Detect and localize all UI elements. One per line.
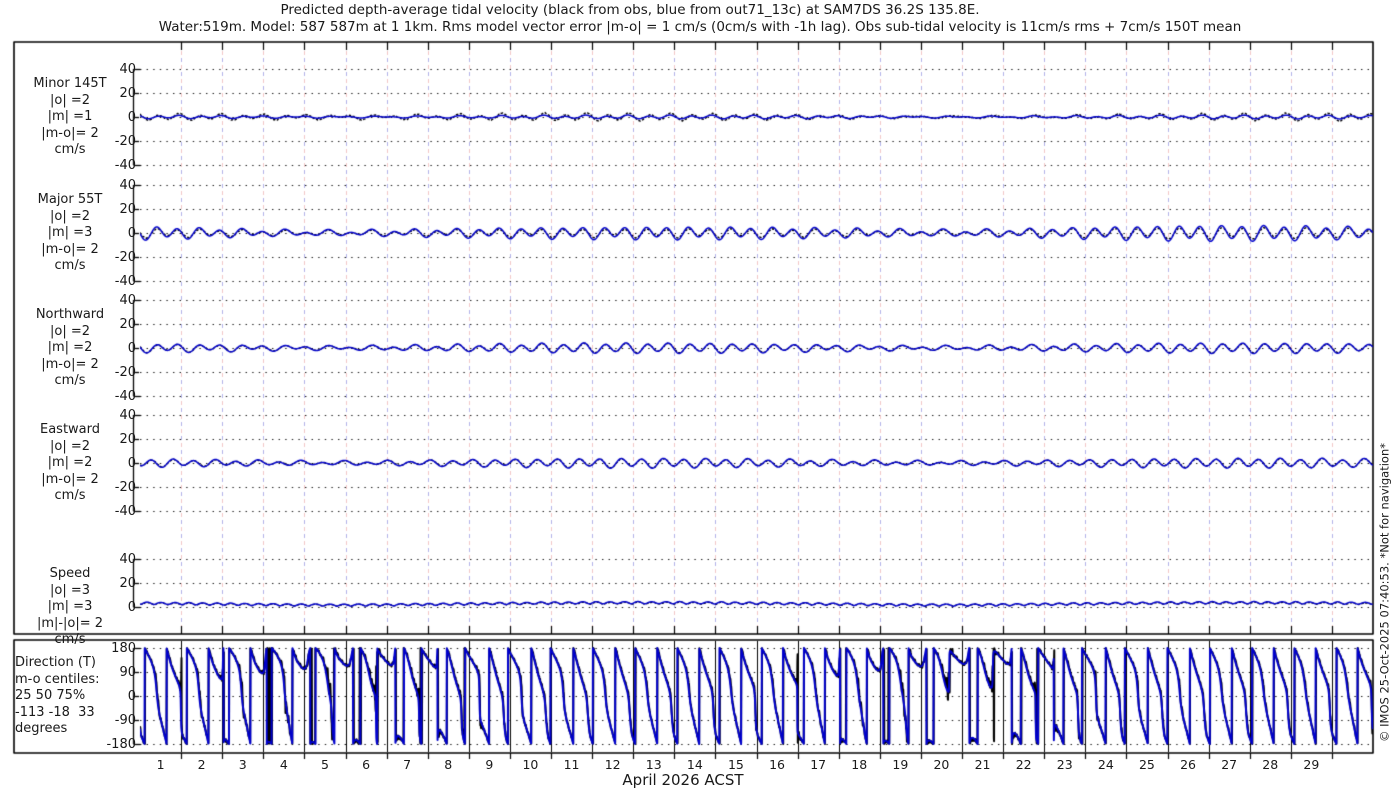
panel-label-line: |m-o|= 2: [41, 241, 99, 257]
ytick-label-direction: 0: [127, 689, 136, 704]
ytick-label-direction: 90: [119, 665, 136, 680]
ytick-label-eastward: 20: [119, 432, 136, 447]
panel-label-line: Major 55T: [37, 192, 103, 207]
panel-label-line: |o| =3: [49, 582, 90, 598]
ytick-label-eastward: 0: [127, 456, 136, 471]
ytick-label-major: 0: [127, 226, 136, 241]
ytick-label-northward: 40: [119, 293, 136, 308]
x-axis-title: April 2026 ACST: [622, 771, 744, 789]
xtick-day-label: 22: [1015, 757, 1032, 772]
ytick-label-minor: 0: [127, 110, 136, 125]
ytick-label-major: 20: [119, 202, 136, 217]
ytick-label-northward: 20: [119, 317, 136, 332]
ytick-label-direction: -90: [114, 713, 136, 728]
ytick-label-northward: -20: [114, 365, 136, 380]
panel-label-minor: Minor 145T |o| =2 |m| =1 |m-o|= 2 cm/s: [10, 76, 130, 159]
panel-label-line: |m| =1: [47, 109, 93, 124]
panel-label-line: |m-o|= 2: [41, 471, 99, 487]
panel-label-line: cm/s: [54, 373, 86, 388]
xtick-day-label: 9: [485, 757, 494, 772]
panel-label-line: cm/s: [54, 258, 86, 273]
xtick-day-label: 3: [238, 757, 247, 772]
panel-label-line: |o| =2: [49, 323, 90, 339]
xtick-day-label: 10: [522, 757, 539, 772]
xtick-day-label: 16: [769, 757, 785, 772]
xtick-day-label: 21: [974, 757, 991, 772]
ytick-label-direction: -180: [106, 737, 136, 752]
panel-label-line: |m| =2: [47, 455, 93, 470]
ytick-label-major: -40: [114, 274, 136, 289]
ytick-label-eastward: -40: [114, 504, 136, 519]
panel-label-direction: Direction (T) m-o centiles: 25 50 75% -113 …: [10, 655, 135, 738]
ytick-label-minor: 20: [119, 86, 136, 101]
panel-label-line: |m-o|= 2: [41, 125, 99, 141]
panel-label-line: Minor 145T: [33, 76, 107, 91]
xtick-day-label: 7: [403, 757, 412, 772]
xtick-day-label: 29: [1303, 757, 1320, 772]
panel-label-line: |o| =2: [49, 208, 90, 224]
ytick-label-major: -20: [114, 250, 136, 265]
xtick-day-label: 5: [320, 757, 329, 772]
xtick-day-label: 1: [156, 757, 165, 772]
ytick-label-speed: 40: [119, 552, 136, 567]
panel-label-line: Speed: [49, 566, 91, 581]
panel-label-line: cm/s: [54, 632, 86, 647]
figure-title-line1: Predicted depth-average tidal velocity (…: [280, 2, 980, 18]
panel-label-line: 25 50 75%: [15, 688, 86, 703]
panel-label-line: Direction (T): [15, 655, 96, 670]
panel-label-line: degrees: [15, 721, 68, 736]
imos-watermark: © IMOS 25-Oct-2025 07:40:53. *Not for na…: [1377, 443, 1392, 742]
xtick-day-label: 6: [362, 757, 371, 772]
xtick-day-label: 13: [645, 757, 662, 772]
xtick-day-label: 27: [1221, 757, 1238, 772]
panel-label-line: |m| =3: [47, 599, 93, 614]
panel-label-speed: Speed |o| =3 |m| =3 |m|-|o|= 2 cm/s: [10, 566, 130, 649]
ytick-label-major: 40: [119, 178, 136, 193]
xtick-day-label: 2: [197, 757, 206, 772]
panel-label-line: |o| =2: [49, 438, 90, 454]
xtick-day-label: 26: [1180, 757, 1196, 772]
panel-label-eastward: Eastward |o| =2 |m| =2 |m-o|= 2 cm/s: [10, 422, 130, 505]
panel-label-major: Major 55T |o| =2 |m| =3 |m-o|= 2 cm/s: [10, 192, 130, 275]
ytick-label-speed: 0: [127, 600, 136, 615]
xtick-day-label: 19: [892, 757, 909, 772]
ytick-label-northward: -40: [114, 389, 136, 404]
panel-label-line: cm/s: [54, 142, 86, 157]
panel-label-line: |m| =2: [47, 340, 93, 355]
ytick-label-northward: 0: [127, 341, 136, 356]
panel-label-northward: Northward |o| =2 |m| =2 |m-o|= 2 cm/s: [10, 307, 130, 390]
xtick-day-label: 15: [727, 757, 744, 772]
xtick-day-label: 18: [851, 757, 868, 772]
xtick-day-label: 12: [604, 757, 621, 772]
xtick-day-label: 23: [1056, 757, 1073, 772]
panel-label-line: Eastward: [39, 422, 101, 437]
xtick-day-label: 8: [444, 757, 453, 772]
panel-label-line: -113 -18 33: [15, 704, 95, 720]
ytick-label-direction: 180: [111, 641, 136, 656]
xtick-day-label: 4: [279, 757, 288, 772]
panel-label-line: |m-o|= 2: [41, 356, 99, 372]
ytick-label-eastward: 40: [119, 408, 136, 423]
panel-label-line: |m|-|o|= 2: [36, 615, 104, 631]
panel-label-line: cm/s: [54, 488, 86, 503]
xtick-day-label: 25: [1138, 757, 1155, 772]
panel-label-line: |o| =2: [49, 92, 90, 108]
xtick-day-label: 17: [810, 757, 827, 772]
ytick-label-eastward: -20: [114, 480, 136, 495]
xtick-day-label: 20: [933, 757, 950, 772]
ytick-label-minor: 40: [119, 62, 136, 77]
panel-label-line: m-o centiles:: [15, 671, 100, 687]
xtick-day-label: 28: [1262, 757, 1279, 772]
ytick-label-minor: -40: [114, 158, 136, 173]
ytick-label-minor: -20: [114, 134, 136, 149]
figure-title-line2: Water:519m. Model: 587 587m at 1 1km. Rm…: [158, 19, 1242, 35]
xtick-day-label: 14: [686, 757, 703, 772]
xtick-day-label: 24: [1097, 757, 1114, 772]
panel-label-line: Northward: [35, 307, 105, 322]
xtick-day-label: 11: [563, 757, 580, 772]
ytick-label-speed: 20: [119, 576, 136, 591]
panel-label-line: |m| =3: [47, 225, 93, 240]
